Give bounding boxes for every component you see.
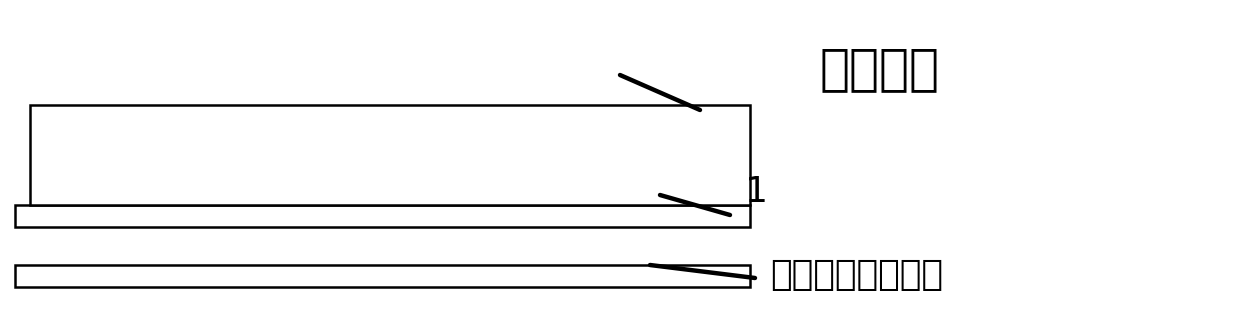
Bar bbox=[15, 205, 750, 227]
Bar bbox=[30, 105, 750, 205]
Text: 1: 1 bbox=[745, 175, 768, 209]
Text: 玻璃盖板: 玻璃盖板 bbox=[820, 45, 940, 93]
Text: 驱动铟锡氧化物层: 驱动铟锡氧化物层 bbox=[770, 258, 942, 292]
Bar bbox=[15, 265, 750, 287]
